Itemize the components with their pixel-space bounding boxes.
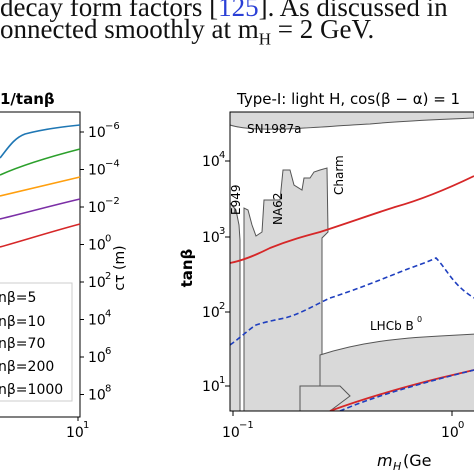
line2-tail: = 2 GeV. — [270, 14, 375, 44]
curve-nb10 — [0, 148, 81, 176]
left-y2-tick-exp: 4 — [105, 309, 111, 320]
right-panel: Type-I: light H, cos(β − α) = 1 SN1987a … — [178, 90, 474, 473]
right-y-tick-exp: 1 — [219, 375, 225, 386]
right-x-ticks: 10 −1 10 0 — [222, 411, 464, 441]
left-y2-tick-base: 10 — [88, 200, 106, 216]
left-panel-title: 1/tanβ — [0, 90, 55, 108]
na62-charm-region — [243, 167, 329, 411]
label-sn1987a: SN1987a — [247, 122, 302, 136]
left-y2-tick-exp: −4 — [105, 159, 120, 170]
right-y-tick-base: 10 — [202, 230, 220, 246]
left-y2-tick-base: 10 — [88, 125, 106, 141]
lower-region — [299, 385, 351, 411]
lhcb-region — [319, 333, 474, 411]
left-plot-frame — [0, 111, 81, 418]
right-y-tick-exp: 4 — [219, 150, 225, 161]
region-labels: SN1987a E949 NA62 Charm LHCb B 0 — [229, 122, 422, 333]
x-label-tail: (Ge — [403, 451, 431, 470]
left-y2-tick-base: 10 — [88, 313, 106, 329]
right-y-label: tanβ — [178, 248, 196, 287]
blue-dashed-curve — [230, 257, 474, 346]
red-curve — [230, 175, 474, 264]
left-y2-tick-exp: 8 — [105, 384, 111, 395]
left-y2-tick-base: 10 — [88, 350, 106, 366]
line2-sub: H — [258, 29, 271, 49]
right-y-tick-base: 10 — [202, 305, 220, 321]
x-label-main: m — [377, 451, 393, 470]
legend-item-nb10: nβ=10 — [0, 314, 45, 330]
legend-item-nb1000: nβ=1000 — [0, 382, 63, 398]
x-label-sub: H — [393, 460, 401, 473]
label-charm: Charm — [332, 155, 346, 195]
label-lhcb: LHCb B — [370, 319, 414, 333]
line2-text: onnected smoothly at m — [0, 14, 259, 44]
left-y2-tick-base: 10 — [88, 388, 106, 404]
right-panel-title: Type-I: light H, cos(β − α) = 1 — [236, 90, 460, 108]
curve-nb70 — [0, 176, 81, 197]
red-curve-low — [329, 369, 474, 411]
right-x-tick-1-base: 10 — [441, 425, 459, 441]
constraint-curves — [230, 175, 474, 411]
left-y2-tick-exp: −6 — [105, 121, 120, 132]
legend-item-nb70: nβ=70 — [0, 336, 45, 352]
right-x-tick-0-base: 10 — [222, 425, 240, 441]
left-y2-tick-exp: 2 — [105, 271, 111, 282]
line1-prefix: decay form factors [ — [0, 0, 219, 22]
right-y-tick-exp: 2 — [219, 301, 225, 312]
e949-region — [230, 202, 241, 411]
left-legend: nβ=5 nβ=10 nβ=70 nβ=200 nβ=1000 — [0, 282, 73, 402]
right-x-tick-1-exp: 0 — [458, 420, 464, 431]
label-na62: NA62 — [271, 193, 285, 225]
curve-nb1000 — [0, 223, 81, 248]
body-text-line-1: decay form factors [125]. As discussed i… — [0, 0, 448, 23]
left-curves — [0, 124, 81, 248]
legend-box — [0, 282, 73, 402]
left-x-tick-base: 10 — [66, 425, 84, 441]
right-x-tick-0-exp: −1 — [239, 420, 254, 431]
left-y2-tick-exp: 6 — [105, 346, 111, 357]
curve-nb5 — [0, 124, 81, 159]
right-y-tick-base: 10 — [202, 379, 220, 395]
right-y-tick-base: 10 — [202, 154, 220, 170]
label-lhcb-sup: 0 — [417, 315, 422, 324]
right-x-label: m H (Ge — [377, 451, 431, 473]
left-x-tick-exp: 1 — [83, 420, 89, 431]
left-y2-tick-base: 10 — [88, 238, 106, 254]
right-y-tick-exp: 3 — [219, 226, 225, 237]
body-text-line-2: onnected smoothly at mH = 2 GeV. — [0, 14, 374, 49]
left-y2-tick-exp: 0 — [105, 234, 111, 245]
curve-nb200 — [0, 198, 81, 220]
left-y2-label: cτ (m) — [112, 245, 128, 290]
left-y2-tick-base: 10 — [88, 275, 106, 291]
exclusion-regions — [230, 112, 474, 411]
right-plot-frame — [229, 111, 474, 412]
blue-dashed-low — [339, 369, 474, 411]
left-y2-tick-exp: −2 — [105, 196, 120, 207]
legend-item-nb5: nβ=5 — [0, 290, 36, 306]
citation-link[interactable]: 125 — [218, 0, 259, 22]
left-y2-tick-base: 10 — [88, 163, 106, 179]
label-e949: E949 — [229, 185, 243, 216]
line1-suffix: ]. As discussed in — [258, 0, 448, 22]
legend-item-nb200: nβ=200 — [0, 359, 54, 375]
sn1987a-region — [230, 112, 474, 130]
left-x-tick: 10 1 — [66, 417, 89, 441]
